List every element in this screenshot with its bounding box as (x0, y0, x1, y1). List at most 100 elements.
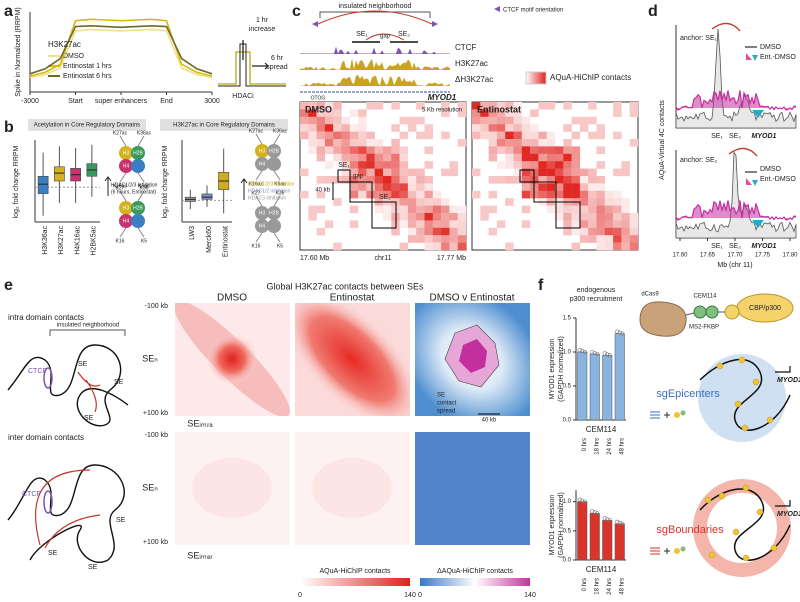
heatmap-layer (192, 458, 272, 518)
heatmap-cell (538, 139, 547, 147)
heatmap-cell (546, 190, 556, 199)
heatmap-cell (488, 176, 498, 184)
heatmap-cell (579, 205, 589, 214)
heatmap-cell (571, 205, 581, 214)
heatmap-cell (563, 176, 572, 184)
heatmap (175, 432, 290, 545)
heatmap-cell (424, 198, 433, 206)
heatmap-cell (546, 131, 556, 140)
heatmap-cell (488, 116, 498, 125)
heatmap-cell (333, 124, 342, 132)
heatmap-cell (316, 153, 326, 162)
x-tick-label: End (160, 98, 173, 105)
heatmap-cell (596, 242, 605, 251)
track-label: H3K27ac (455, 59, 488, 68)
heatmap-cell (407, 190, 417, 199)
heatmap-cell (432, 205, 442, 214)
y-tick-label: 0.0 (563, 418, 572, 424)
x-tick-label: H4K16ac (74, 226, 81, 255)
label: K27 (252, 190, 261, 196)
heatmap-cell (604, 198, 614, 206)
arrow (728, 147, 758, 157)
label: sgBoundaries (656, 524, 724, 536)
legend-swatch (752, 180, 758, 186)
replicate-dot (595, 351, 600, 357)
heatmap-cell (449, 227, 458, 236)
histone-tail (137, 172, 145, 183)
heatmap-cell (366, 102, 375, 110)
replicate-dot (582, 499, 587, 504)
heatmap-cell (604, 213, 614, 221)
heatmap-cell (521, 205, 531, 214)
heatmap-cell (613, 227, 622, 236)
dcas9 (639, 301, 687, 337)
heatmap-cell (513, 153, 522, 162)
heatmap-cell (505, 198, 514, 206)
heatmap-cell (349, 205, 359, 214)
heatmap-cell (579, 168, 589, 177)
legend-label: Entinostat 1 hrs (63, 63, 112, 70)
heatmap-cell (358, 176, 367, 184)
heatmap-cell (555, 168, 564, 177)
label: -100 kb (145, 303, 168, 310)
replicate-dot (617, 520, 622, 525)
heatmap-cell (546, 146, 556, 154)
heatmap-cell (472, 116, 481, 125)
label: 0 (418, 592, 422, 599)
heatmap-cell (555, 176, 564, 184)
heatmap-cell (530, 146, 539, 154)
heatmap-cell (513, 124, 522, 132)
box (37, 175, 49, 194)
bar (614, 523, 625, 561)
heatmap-cell (488, 153, 498, 162)
label: CBP/p300 (749, 305, 781, 312)
label: K36ac (273, 128, 288, 134)
heatmap-cell (399, 183, 409, 191)
heatmap-cell (555, 205, 564, 214)
heatmap-cell (521, 183, 531, 191)
heatmap-cell (424, 227, 433, 236)
heatmap-cell (596, 213, 605, 221)
histone (255, 206, 269, 220)
histone-tail (273, 232, 281, 243)
heatmap-cell (555, 146, 564, 154)
small-molecule (674, 548, 680, 554)
heatmap-cell (555, 213, 564, 221)
heatmap-cell (621, 213, 630, 221)
heatmap-cell (349, 183, 359, 191)
histone (131, 159, 145, 173)
heatmap-cell (349, 131, 359, 140)
heatmap-cell (424, 242, 433, 251)
heatmap-cell (374, 176, 384, 184)
heatmap-cell (546, 102, 556, 110)
heatmap-cell (358, 109, 367, 117)
heatmap-cell (416, 190, 425, 199)
heatmap-cell (629, 227, 639, 236)
label: 17.60 Mb (300, 255, 329, 262)
heatmap-cell (308, 139, 317, 147)
heatmap-cell (308, 102, 317, 110)
label: chr11 (375, 255, 392, 262)
label: MYOD1 (752, 243, 777, 250)
label: H2B (269, 148, 279, 154)
y-axis-label: log₂ fold change RRPM (162, 145, 169, 218)
heatmap-cell (596, 176, 605, 184)
heatmap-cell (604, 190, 614, 199)
y-axis-label: Spike in Normalized (RRPM) (15, 7, 22, 96)
heatmap-cell (349, 124, 359, 132)
y-axis-label: (GAPDH normalized) (558, 336, 565, 402)
heatmap-cell (555, 190, 564, 199)
heatmap-cell (563, 190, 572, 199)
heatmap-cell (538, 153, 547, 162)
histone (119, 146, 133, 160)
heatmap-cell (505, 116, 514, 125)
x-tick-label: H2BK5ac (91, 226, 98, 256)
heatmap-cell (621, 227, 630, 236)
recruited-complex (716, 362, 724, 370)
heatmap-cell (588, 227, 597, 236)
heatmap-cell (629, 220, 639, 228)
replicate-dot (602, 516, 607, 521)
label: DMSO (760, 166, 782, 173)
heatmap-cell (596, 235, 605, 243)
label: H4 (259, 223, 266, 229)
